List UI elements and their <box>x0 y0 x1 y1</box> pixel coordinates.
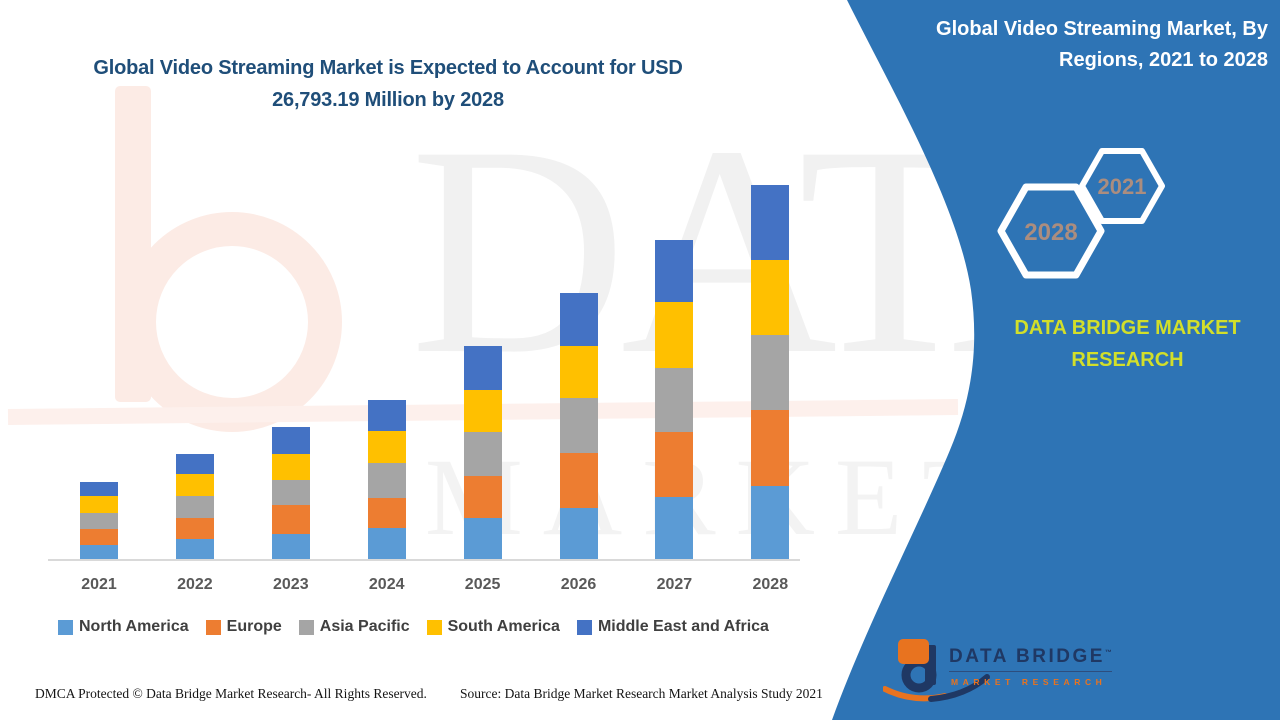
bar-segment-2023-north-america <box>271 533 310 560</box>
legend-label-asia-pacific: Asia Pacific <box>319 618 410 635</box>
chart-legend: North America Europe Asia Pacific South Ame… <box>58 618 769 636</box>
bar-segment-2028-asia-pacific <box>751 334 790 410</box>
bar-segment-2027-middle-east-and-africa <box>655 239 694 302</box>
legend-item-europe: Europe <box>205 618 282 636</box>
bar-segment-2026-middle-east-and-africa <box>559 292 598 346</box>
axis-label-2023: 2023 <box>273 576 309 593</box>
axis-label-2021: 2021 <box>81 576 117 593</box>
legend-item-asia-pacific: Asia Pacific <box>298 618 410 636</box>
bar-segment-2028-middle-east-and-africa <box>751 184 790 260</box>
x-axis-line <box>48 559 800 561</box>
badge-year-2021: 2021 <box>1097 174 1147 199</box>
panel-brand-line1: DATA BRIDGE MARKET <box>1014 317 1241 339</box>
panel-brand-line2: RESEARCH <box>1071 349 1184 371</box>
axis-label-2025: 2025 <box>464 576 501 593</box>
bar-segment-2026-north-america <box>559 507 598 560</box>
bar-segment-2021-europe <box>80 528 118 545</box>
axis-label-2027: 2027 <box>656 576 693 593</box>
side-panel-path <box>832 0 1280 720</box>
legend-swatch-europe <box>205 619 221 635</box>
company-logo-name: DATA BRIDGE™ <box>949 646 1112 672</box>
panel-brand-text: DATA BRIDGE MARKET RESEARCH <box>995 312 1260 376</box>
bar-segment-2025-middle-east-and-africa <box>463 346 502 391</box>
legend-label-middle-east-and-africa: Middle East and Africa <box>597 618 769 635</box>
logo-swoosh-right <box>928 674 990 702</box>
legend-label-europe: Europe <box>226 618 282 635</box>
bar-segment-2021-asia-pacific <box>80 513 118 529</box>
company-logo-icon <box>883 639 990 702</box>
bar-segment-2023-south-america <box>271 453 310 480</box>
bar-segment-2024-europe <box>367 497 406 528</box>
bar-segment-2021-middle-east-and-africa <box>80 482 118 497</box>
side-panel-title-line1: Global Video Streaming Market, By <box>936 18 1268 40</box>
legend-swatch-middle-east-and-africa <box>576 619 592 635</box>
axis-label-2028: 2028 <box>752 576 789 593</box>
bar-segment-2025-asia-pacific <box>463 432 502 476</box>
chart-title: Global Video Streaming Market is Expecte… <box>28 52 748 116</box>
company-logo-subtitle: MARKET RESEARCH <box>951 677 1107 687</box>
bar-segment-2027-north-america <box>655 497 694 560</box>
chart-title-line1: Global Video Streaming Market is Expecte… <box>93 57 683 79</box>
legend-label-north-america: North America <box>79 618 189 635</box>
bar-segment-2024-north-america <box>367 527 406 560</box>
bar-segment-2026-europe <box>559 452 598 508</box>
badge-year-2028: 2028 <box>1024 219 1078 246</box>
side-panel-title-line2: Regions, 2021 to 2028 <box>1059 49 1268 71</box>
bar-segment-2021-north-america <box>80 544 118 560</box>
bar-segment-2024-south-america <box>367 430 406 463</box>
bar-segment-2022-middle-east-and-africa <box>175 454 214 475</box>
bar-segment-2028-south-america <box>751 259 790 335</box>
axis-label-2024: 2024 <box>368 576 405 593</box>
legend-item-south-america: South America <box>426 618 560 636</box>
footer-dmca-text: DMCA Protected © Data Bridge Market Rese… <box>35 686 427 701</box>
bar-segment-2025-north-america <box>463 518 502 560</box>
bar-segment-2027-south-america <box>655 301 694 368</box>
bar-segment-2027-europe <box>655 431 694 497</box>
bar-segment-2024-asia-pacific <box>367 462 406 498</box>
legend-swatch-asia-pacific <box>298 619 314 635</box>
bar-segment-2023-asia-pacific <box>271 479 310 505</box>
footer-source-text: Source: Data Bridge Market Research Mark… <box>460 686 823 701</box>
bar-segment-2022-south-america <box>175 474 214 496</box>
axis-label-2022: 2022 <box>177 576 213 593</box>
bar-segment-2025-europe <box>463 476 502 518</box>
bar-segment-2028-north-america <box>751 485 790 560</box>
axis-label-2026: 2026 <box>560 576 597 593</box>
bar-segment-2022-asia-pacific <box>175 496 214 518</box>
chart-title-line2: 26,793.19 Million by 2028 <box>272 89 504 111</box>
bar-segment-2021-south-america <box>80 496 118 514</box>
bar-segment-2023-europe <box>271 504 310 534</box>
legend-swatch-north-america <box>58 619 73 635</box>
side-panel-title: Global Video Streaming Market, By Region… <box>868 14 1268 76</box>
legend-label-south-america: South America <box>447 618 560 635</box>
legend-item-north-america: North America <box>58 618 189 636</box>
bar-segment-2026-south-america <box>559 345 598 398</box>
trademark-symbol: ™ <box>1104 649 1112 657</box>
legend-item-middle-east-and-africa: Middle East and Africa <box>576 618 769 636</box>
legend-swatch-south-america <box>426 619 442 635</box>
bar-segment-2022-europe <box>175 518 214 539</box>
bar-segment-2022-north-america <box>175 539 214 560</box>
logo-orange-square <box>898 639 929 664</box>
